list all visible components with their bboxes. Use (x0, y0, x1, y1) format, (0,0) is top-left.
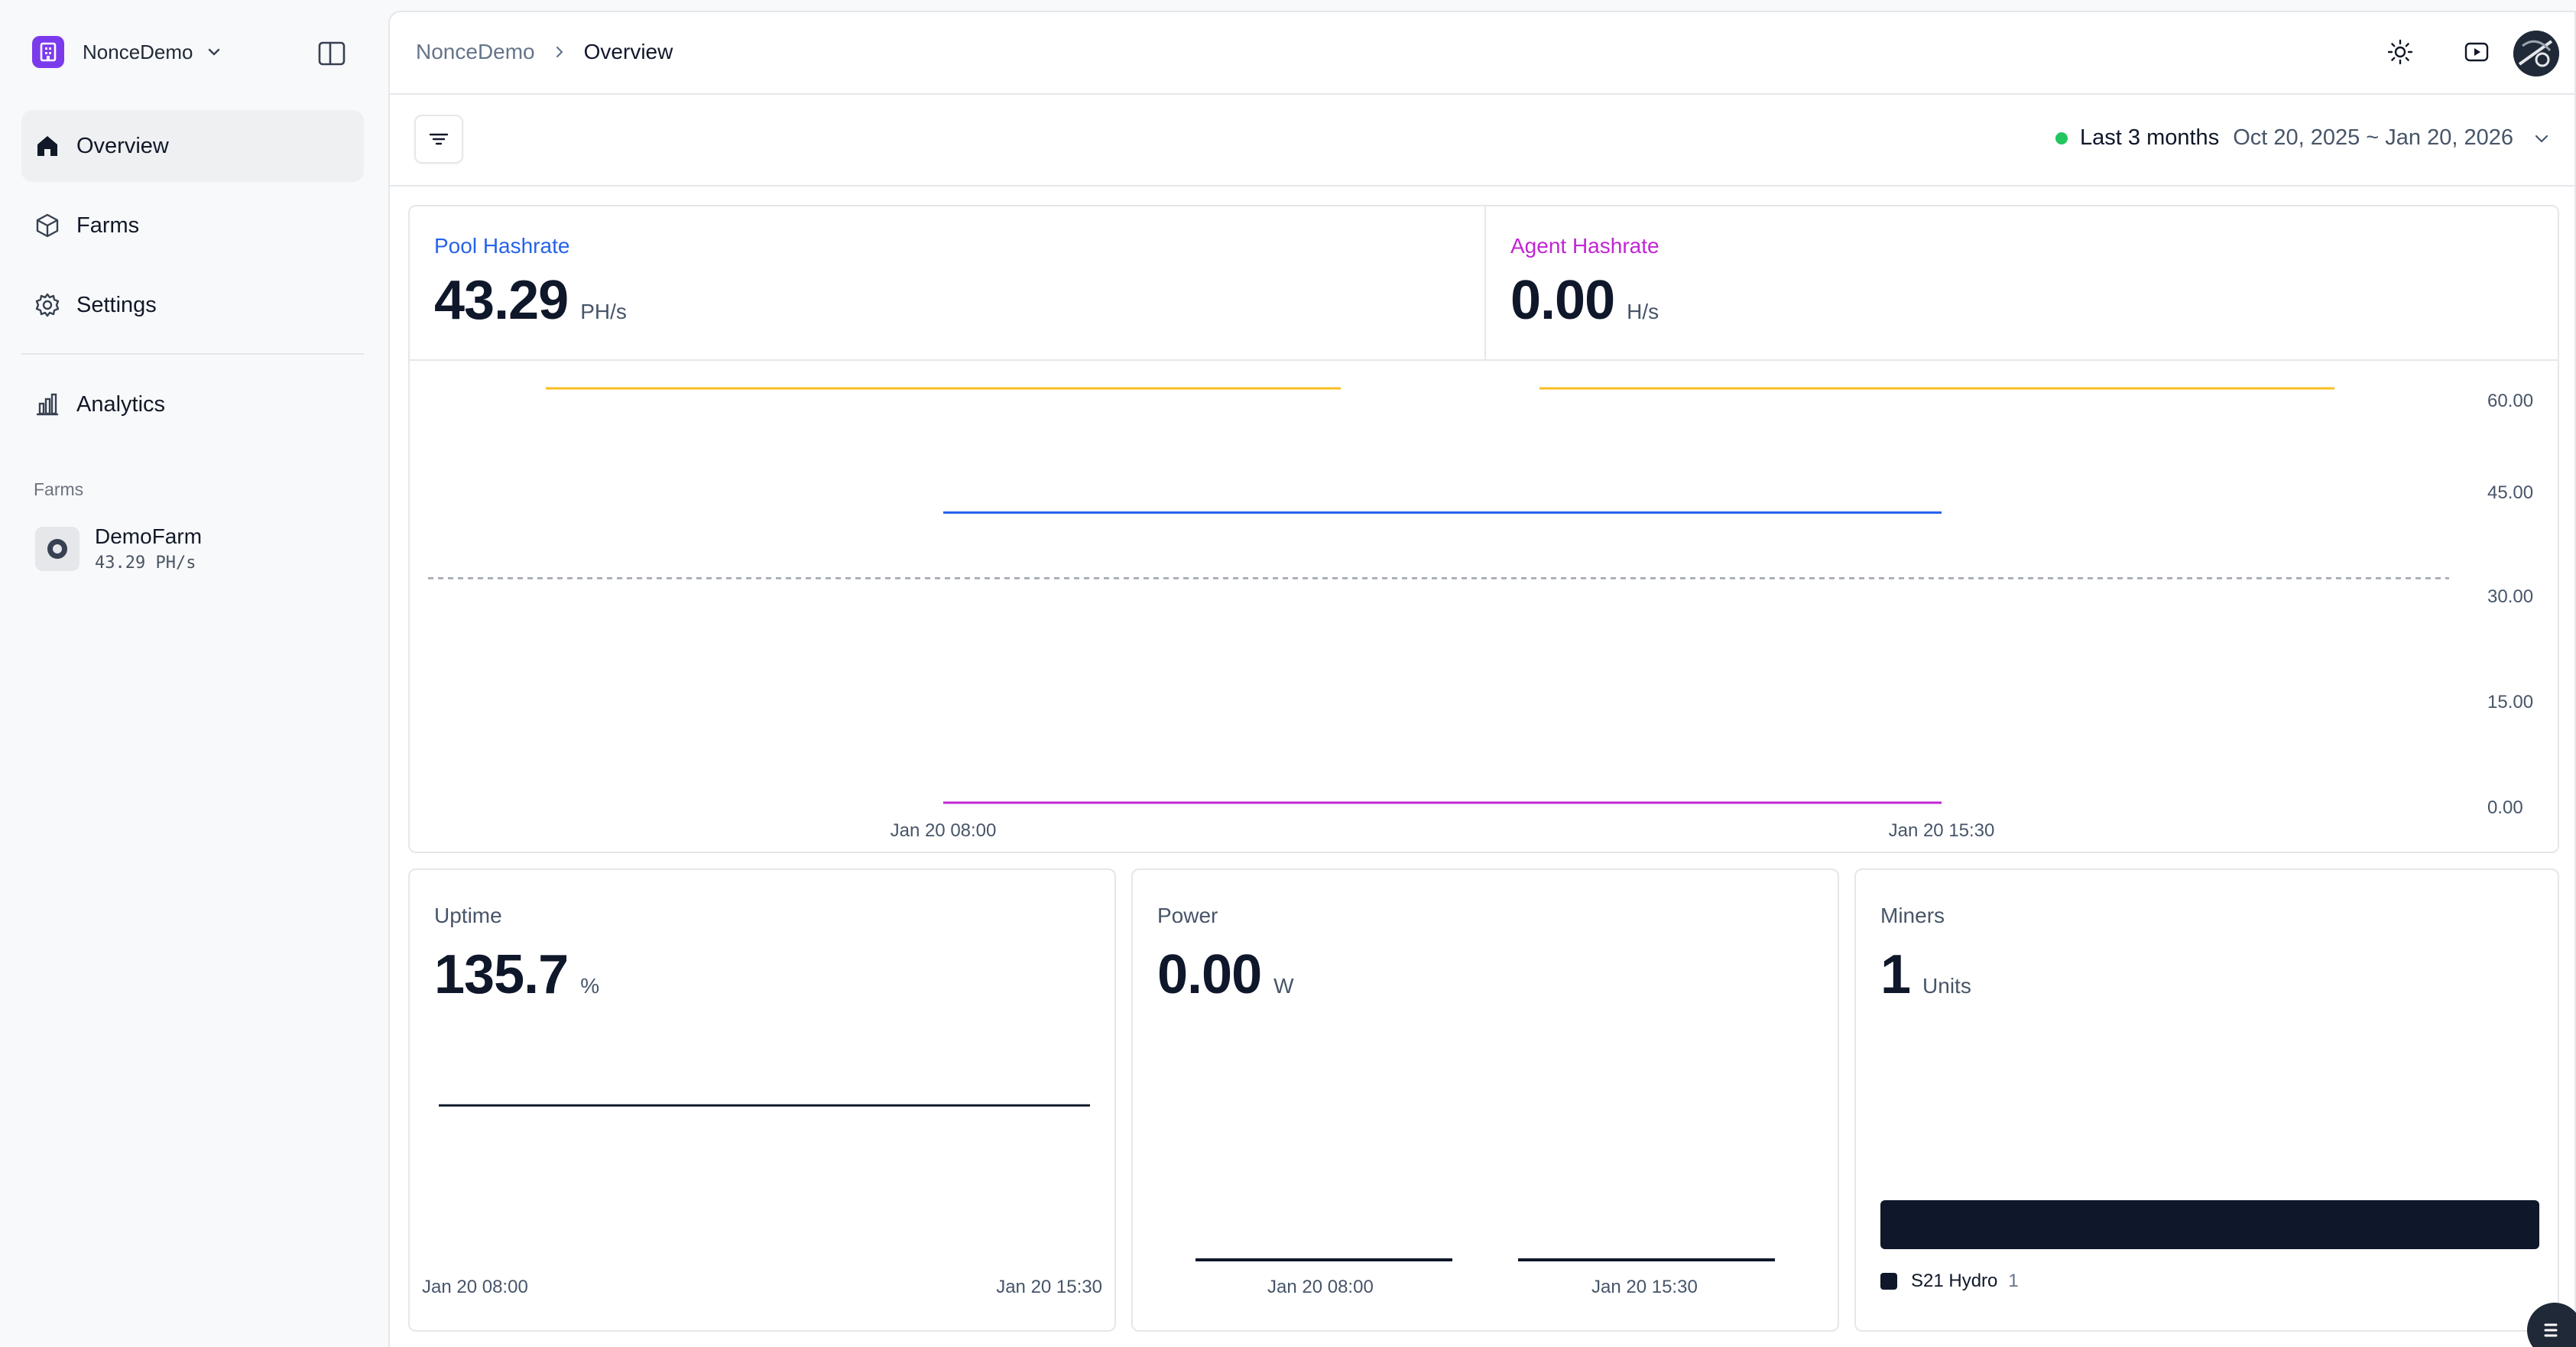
box-icon (34, 212, 61, 239)
agent-hashrate-number: 0.00 (1510, 270, 1615, 331)
chevron-right-icon (553, 44, 566, 60)
power-x-start: Jan 20 08:00 (1267, 1277, 1374, 1297)
farm-rate: 43.29 PH/s (95, 553, 196, 573)
hashrate-chart: 60.00 45.00 30.00 15.00 0.00 Jan 20 08:00 Jan … (428, 387, 2533, 841)
uptime-number: 135.7 (434, 944, 569, 1005)
miners-unit: Units (1922, 974, 1971, 998)
sidebar-item-label: Farms (76, 213, 140, 238)
pool-hashrate-title: Pool Hashrate (434, 234, 570, 258)
agent-hashrate-unit: H/s (1627, 300, 1659, 323)
power-value: 0.00 W (1157, 943, 1294, 1006)
gear-icon (34, 291, 61, 319)
sidebar-farm-demofarm[interactable]: DemoFarm 43.29 PH/s (35, 524, 202, 573)
y-tick-label: 60.00 (2487, 391, 2533, 411)
y-tick-label: 45.00 (2487, 482, 2533, 503)
miners-title: Miners (1880, 904, 1945, 927)
pool-hashrate-value: 43.29 PH/s (434, 269, 627, 332)
miners-card: Miners 1 Units S21 Hydro 1 (1854, 868, 2559, 1332)
range-label: Last 3 months (2080, 125, 2220, 150)
legend-name: S21 Hydro (1911, 1271, 1998, 1291)
power-bars (1196, 1258, 1775, 1261)
power-number: 0.00 (1157, 944, 1262, 1005)
sidebar-toggle-icon[interactable] (316, 40, 347, 71)
agent-hashrate-title: Agent Hashrate (1510, 234, 1659, 258)
filter-icon (429, 133, 449, 145)
sidebar-item-label: Overview (76, 133, 169, 158)
power-x-end: Jan 20 15:30 (1591, 1277, 1698, 1297)
status-dot (2055, 131, 2068, 144)
pool-hashrate-number: 43.29 (434, 270, 569, 331)
breadcrumb: NonceDemo Overview (416, 40, 673, 64)
x-tick-label: Jan 20 15:30 (1889, 820, 1995, 841)
breadcrumb-root[interactable]: NonceDemo (416, 40, 535, 63)
uptime-value: 135.7 % (434, 943, 599, 1006)
top-bar: NonceDemo Overview (390, 12, 2574, 95)
power-card: Power 0.00 W Jan 20 08:00 Jan 20 15:30 (1131, 868, 1839, 1332)
main-panel: NonceDemo Overview Last 3 months Oct 20,… (388, 11, 2576, 1347)
bar-chart-icon (34, 391, 61, 418)
legend-swatch (1880, 1273, 1897, 1290)
uptime-sparkline (439, 1104, 1090, 1107)
org-switcher[interactable]: NonceDemo (32, 35, 222, 69)
range-dates: Oct 20, 2025 ~ Jan 20, 2026 (2233, 125, 2513, 150)
x-tick-label: Jan 20 08:00 (891, 820, 997, 841)
stat-bottom-divider (410, 359, 2558, 361)
miners-model-bar (1880, 1200, 2539, 1249)
sidebar: NonceDemo Overview Farms Settings Analyt… (0, 0, 382, 1347)
farm-avatar-icon (35, 526, 79, 571)
pool-hashrate-unit: PH/s (580, 300, 627, 323)
miners-value: 1 Units (1880, 943, 1971, 1006)
sidebar-item-label: Analytics (76, 391, 166, 417)
sidebar-item-analytics[interactable]: Analytics (21, 368, 364, 440)
filter-button[interactable] (414, 115, 463, 164)
sidebar-item-settings[interactable]: Settings (21, 269, 364, 341)
power-title: Power (1157, 904, 1218, 927)
menu-icon (2544, 1323, 2558, 1337)
sidebar-item-label: Settings (76, 292, 157, 317)
chevron-down-icon (206, 44, 222, 60)
miners-number: 1 (1880, 944, 1911, 1005)
user-avatar[interactable] (2513, 31, 2559, 76)
power-unit: W (1273, 974, 1294, 998)
date-range-picker[interactable]: Last 3 months Oct 20, 2025 ~ Jan 20, 202… (2055, 125, 2552, 151)
breadcrumb-current: Overview (583, 40, 673, 63)
agent-hashrate-value: 0.00 H/s (1510, 269, 1659, 332)
menu-fab-button[interactable] (2527, 1303, 2576, 1347)
sidebar-item-farms[interactable]: Farms (21, 190, 364, 261)
org-logo-icon (32, 36, 64, 68)
y-tick-label: 15.00 (2487, 692, 2533, 712)
uptime-card: Uptime 135.7 % Jan 20 08:00 Jan 20 15:30 (408, 868, 1116, 1332)
hashrate-card: Pool Hashrate 43.29 PH/s Agent Hashrate … (408, 205, 2559, 853)
home-icon (34, 132, 61, 160)
sidebar-divider (21, 353, 364, 355)
legend-count: 1 (2008, 1271, 2019, 1291)
y-tick-label: 30.00 (2487, 586, 2533, 607)
chevron-down-icon (2532, 130, 2552, 147)
uptime-x-start: Jan 20 08:00 (422, 1277, 528, 1297)
uptime-title: Uptime (434, 904, 502, 927)
farms-group-label: Farms (34, 479, 84, 499)
y-tick-label: 0.00 (2487, 797, 2523, 818)
uptime-x-end: Jan 20 15:30 (996, 1277, 1102, 1297)
stat-divider (1484, 206, 1486, 361)
filter-bar: Last 3 months Oct 20, 2025 ~ Jan 20, 202… (390, 95, 2574, 187)
farm-name: DemoFarm (95, 524, 203, 548)
sun-icon[interactable] (2383, 35, 2417, 69)
uptime-unit: % (580, 974, 600, 998)
sidebar-item-overview[interactable]: Overview (21, 110, 364, 182)
video-play-icon[interactable] (2460, 35, 2493, 69)
org-name: NonceDemo (83, 40, 193, 63)
miners-legend: S21 Hydro 1 (1880, 1271, 2019, 1292)
